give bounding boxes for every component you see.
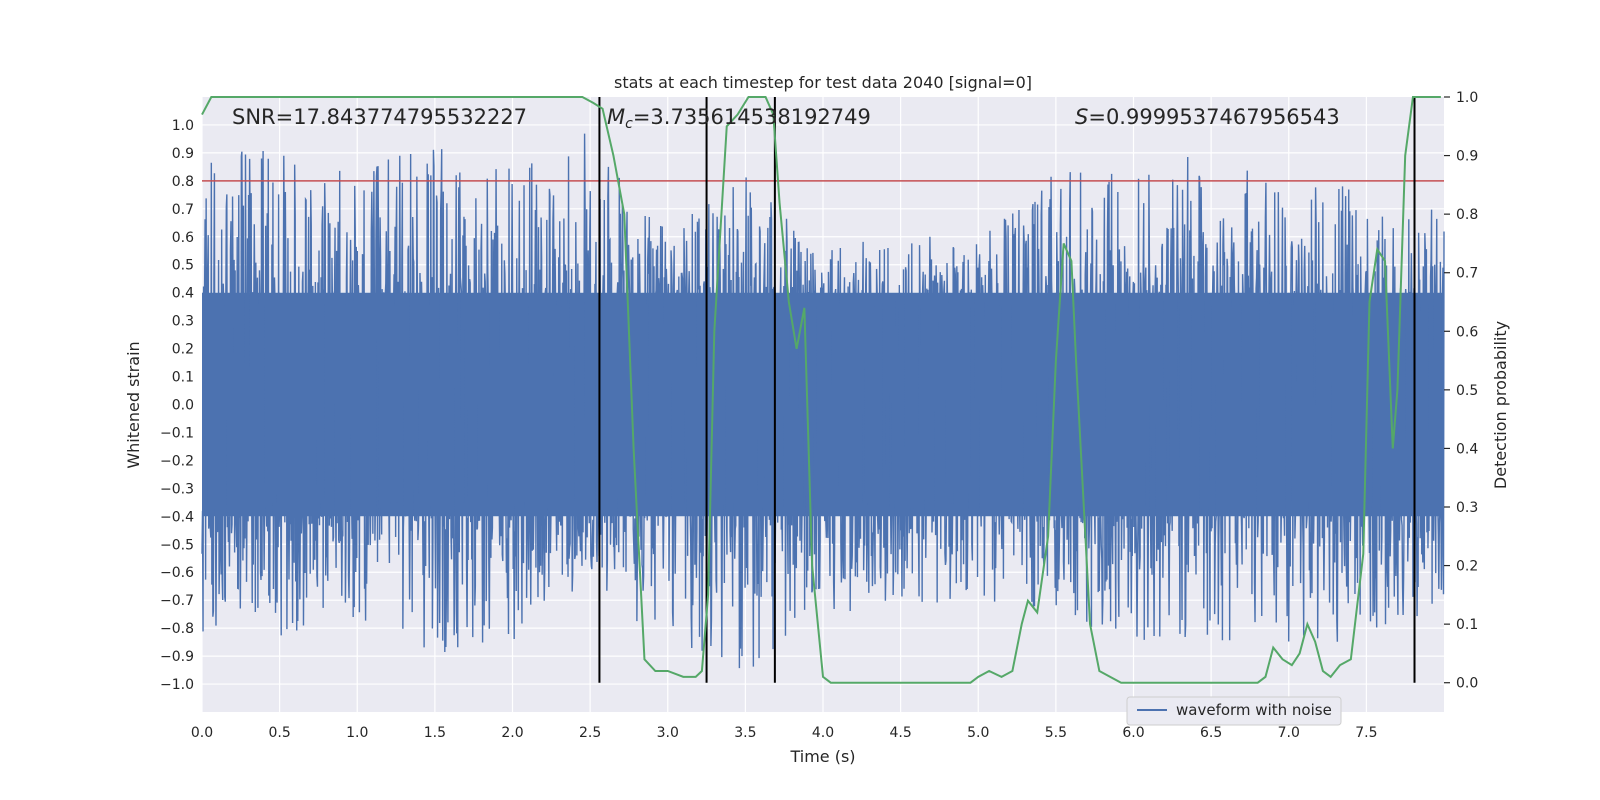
y-tick-label: 0.4 — [172, 286, 194, 302]
probability-series — [201, 96, 1441, 684]
x-tick-label: 1.5 — [424, 725, 446, 741]
legend-box — [1126, 696, 1342, 726]
x-tick-label: 2.5 — [579, 725, 601, 741]
chart-title: stats at each timestep for test data 204… — [614, 73, 1032, 92]
y-tick-label: −0.2 — [160, 453, 194, 469]
y2-tick-label: 0.9 — [1456, 149, 1478, 165]
x-tick-label: 0.5 — [268, 725, 290, 741]
x-tick-label: 2.0 — [501, 725, 523, 741]
y-tick-label: 0.0 — [172, 398, 194, 414]
y-tick-label: −0.5 — [160, 537, 194, 553]
y-tick-label: −0.3 — [160, 481, 194, 497]
x-tick-label: 4.5 — [889, 725, 911, 741]
y-tick-label: −0.7 — [160, 593, 194, 609]
x-tick-label: 7.5 — [1355, 725, 1377, 741]
legend-entry: waveform with noise — [1176, 701, 1332, 719]
y-axis-label: Whitened strain — [124, 341, 143, 468]
y-tick-label: 0.8 — [172, 174, 194, 190]
y-tick-label: 0.7 — [172, 202, 194, 218]
y-tick-label: 1.0 — [172, 118, 194, 134]
y2-tick-label: 0.7 — [1456, 266, 1478, 282]
chirp-mass-value: =3.735614538192749 — [633, 105, 871, 129]
y2-tick-label: 0.2 — [1456, 559, 1478, 575]
x-tick-label: 3.0 — [657, 725, 679, 741]
x-tick-label: 6.5 — [1200, 725, 1222, 741]
y2-tick-label: 0.4 — [1456, 441, 1478, 457]
x-tick-labels: 0.0 0.5 1.0 1.5 2.0 2.5 3.0 3.5 4.0 4.5 5.0 5.5 6.0 6… — [191, 725, 1378, 741]
y-tick-label: 0.3 — [172, 314, 194, 330]
x-tick-label: 5.0 — [967, 725, 989, 741]
x-axis-label: Time (s) — [789, 747, 855, 766]
y-tick-label: −0.1 — [160, 425, 194, 441]
vertical-lines — [598, 97, 1416, 683]
y-tick-label: −0.6 — [160, 565, 194, 581]
y-tick-label: −0.4 — [160, 509, 194, 525]
s-value: =0.9999537467956543 — [1088, 105, 1339, 129]
y2-tick-label: 0.6 — [1456, 324, 1478, 340]
s-symbol: S — [1075, 105, 1088, 129]
x-tick-label: 3.5 — [734, 725, 756, 741]
y-tick-label: −1.0 — [160, 677, 194, 693]
x-tick-label: 7.0 — [1278, 725, 1300, 741]
x-tick-label: 6.0 — [1122, 725, 1144, 741]
y-tick-label: 0.5 — [172, 258, 194, 274]
probability-line — [201, 96, 1441, 684]
y2-tick-label: 0.3 — [1456, 500, 1478, 516]
snr-annotation: SNR=17.843774795532227 — [232, 105, 527, 129]
chirp-mass-symbol: M — [607, 105, 625, 129]
y-tick-label: 0.9 — [172, 146, 194, 162]
y-tick-label: 0.1 — [172, 370, 194, 386]
y2-tick-label: 0.1 — [1456, 617, 1478, 633]
y-tick-label: −0.8 — [160, 621, 194, 637]
x-tick-label: 0.0 — [191, 725, 213, 741]
s-annotation: S=0.9999537467956543 — [1075, 105, 1340, 129]
waveform-line — [201, 133, 1445, 669]
x-tick-label: 1.0 — [346, 725, 368, 741]
y2-axis-label: Detection probability — [1491, 321, 1510, 489]
y2-tick-label: 1.0 — [1456, 90, 1478, 106]
chirp-mass-subscript: c — [625, 116, 633, 132]
left-tick-labels: 1.0 0.9 0.8 0.7 0.6 0.5 0.4 0.3 0.2 0.1 0.0 −0.1 −0.… — [160, 118, 194, 693]
y-tick-label: −0.9 — [160, 649, 194, 665]
x-tick-label: 5.5 — [1045, 725, 1067, 741]
y-tick-label: 0.6 — [172, 230, 194, 246]
x-tick-label: 4.0 — [812, 725, 834, 741]
legend: waveform with noise — [1126, 696, 1342, 726]
waveform-series — [201, 133, 1445, 669]
y2-tick-label: 0.8 — [1456, 207, 1478, 223]
y2-tick-label: 0.5 — [1456, 383, 1478, 399]
y-tick-label: 0.2 — [172, 342, 194, 358]
right-tick-labels: 1.0 0.9 0.8 0.7 0.6 0.5 0.4 0.3 0.2 0.1 0.0 — [1444, 90, 1478, 692]
chirp-mass-annotation: Mc=3.735614538192749 — [607, 105, 871, 132]
y2-tick-label: 0.0 — [1456, 676, 1478, 692]
